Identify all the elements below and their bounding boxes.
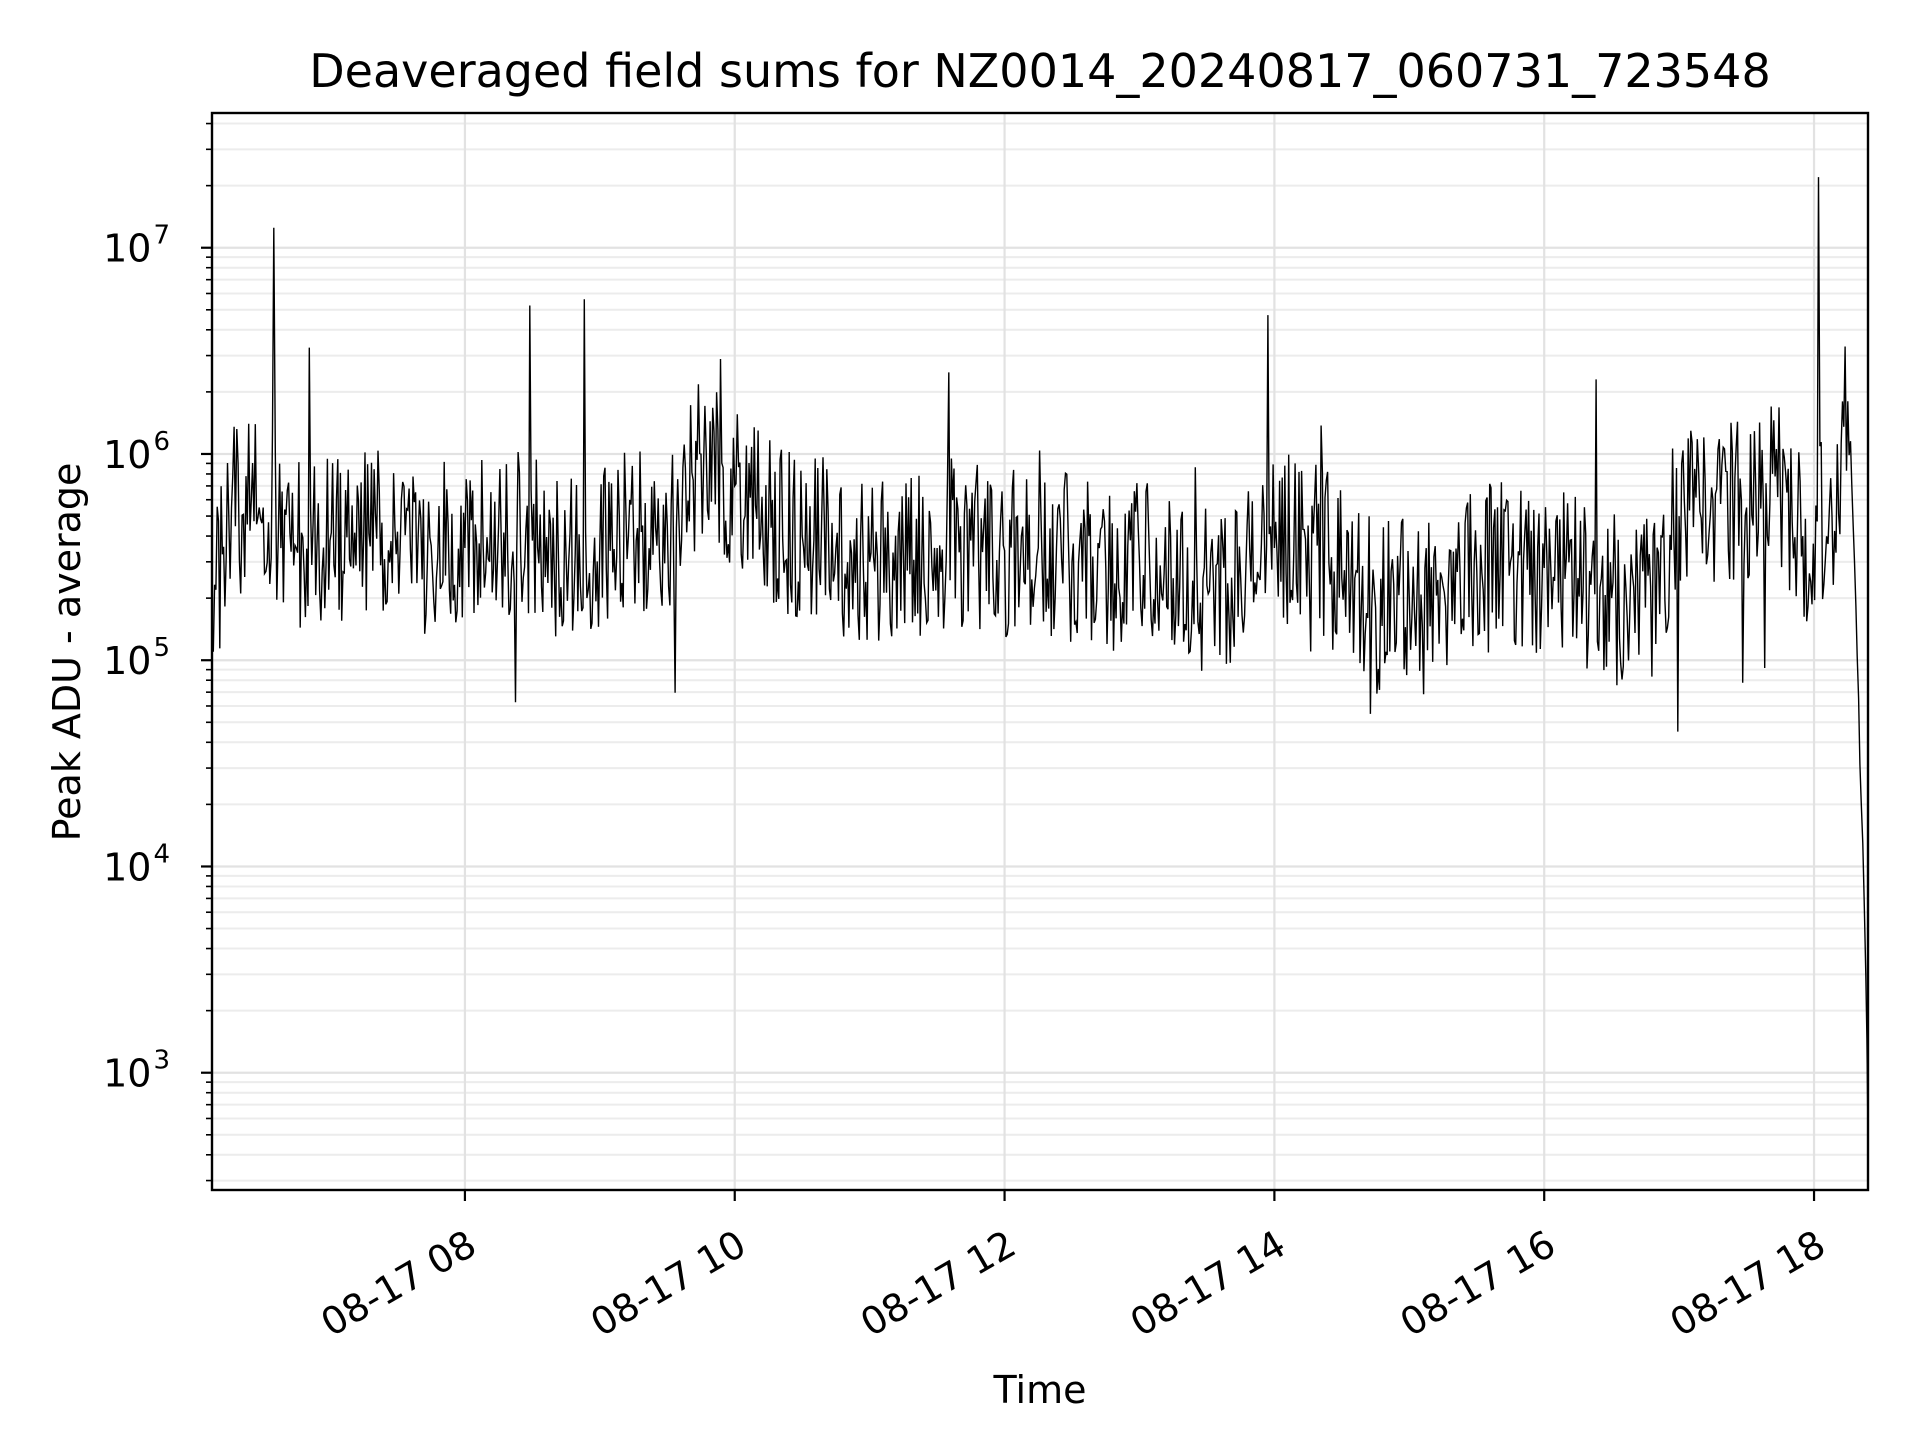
y-axis-ticks: 103 104 105 106 107 <box>103 122 212 1182</box>
x-tick-label: 08-17 14 <box>1123 1222 1293 1346</box>
y-tick-exponent: 7 <box>153 221 170 251</box>
x-tick-label: 08-17 16 <box>1393 1222 1563 1346</box>
x-axis-ticks: 08-17 08 08-17 10 08-17 12 08-17 14 08-17 16… <box>313 1190 1833 1346</box>
x-axis-label: Time <box>993 1368 1087 1412</box>
y-tick-label: 104 <box>103 839 170 889</box>
series-layer <box>211 177 1869 1135</box>
y-tick-label: 106 <box>103 427 170 477</box>
y-tick-label: 107 <box>103 221 170 271</box>
y-tick-exponent: 5 <box>153 633 170 663</box>
y-tick-exponent: 3 <box>153 1046 170 1076</box>
x-tick-label: 08-17 18 <box>1663 1222 1833 1346</box>
x-tick-label: 08-17 08 <box>313 1222 483 1346</box>
x-tick-label: 08-17 12 <box>853 1222 1023 1346</box>
chart-title: Deaveraged field sums for NZ0014_2024081… <box>309 44 1770 98</box>
series-line <box>211 177 1869 1135</box>
y-tick-label: 105 <box>103 633 170 683</box>
y-tick-exponent: 4 <box>153 839 170 869</box>
plot-frame <box>210 111 1870 1192</box>
grid <box>212 113 1868 1190</box>
y-axis-label: Peak ADU - average <box>45 463 89 842</box>
y-tick-label: 103 <box>103 1046 170 1096</box>
y-tick-exponent: 6 <box>153 427 170 457</box>
x-tick-label: 08-17 10 <box>583 1222 753 1346</box>
